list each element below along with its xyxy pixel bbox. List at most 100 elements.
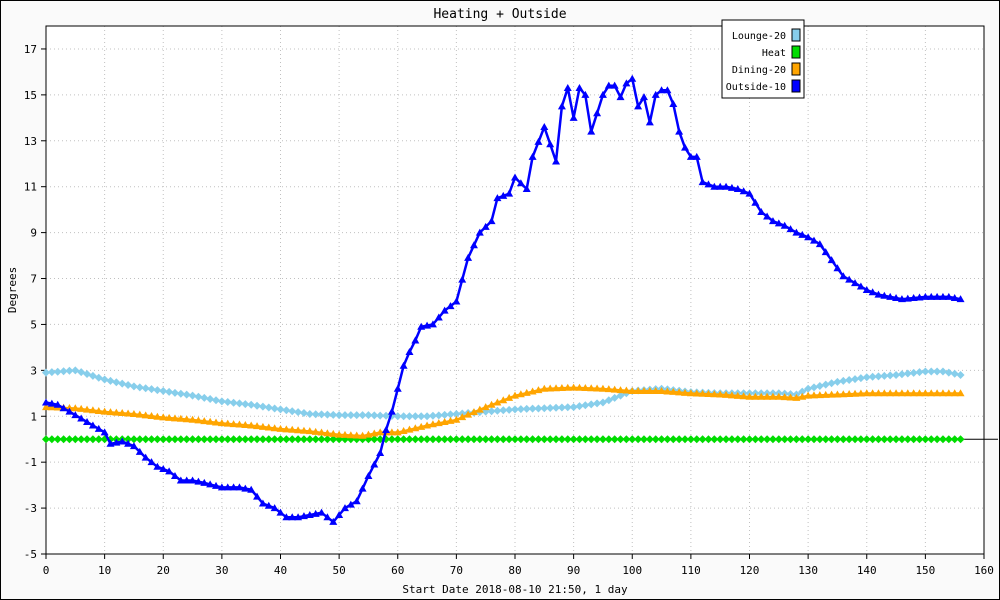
data-point xyxy=(845,435,854,444)
data-point xyxy=(575,402,584,411)
data-point xyxy=(188,476,197,484)
data-point xyxy=(423,435,432,444)
data-point xyxy=(634,387,643,395)
data-point xyxy=(100,407,109,415)
data-point xyxy=(880,371,889,380)
data-point xyxy=(522,184,531,192)
data-point xyxy=(534,404,543,413)
data-point xyxy=(886,371,895,380)
data-point xyxy=(804,435,813,444)
data-point xyxy=(329,435,338,444)
data-point xyxy=(129,435,138,444)
data-point xyxy=(42,368,50,377)
data-point xyxy=(915,389,924,397)
data-point xyxy=(235,483,244,491)
y-tick-label: -3 xyxy=(24,502,37,515)
data-point xyxy=(739,392,748,400)
data-point xyxy=(165,467,174,475)
data-point xyxy=(645,118,654,126)
legend-label: Outside-10 xyxy=(726,82,786,93)
data-point xyxy=(598,90,607,98)
data-point xyxy=(886,389,895,397)
data-point xyxy=(411,336,420,344)
data-point xyxy=(610,385,619,393)
data-point xyxy=(94,406,103,414)
data-point xyxy=(71,404,80,412)
data-point xyxy=(763,392,772,400)
data-point xyxy=(557,102,566,110)
data-point xyxy=(593,384,602,392)
data-point xyxy=(329,517,338,525)
data-point xyxy=(71,435,80,444)
data-point xyxy=(757,207,766,215)
data-point xyxy=(622,386,631,394)
data-point xyxy=(417,412,426,421)
data-point xyxy=(909,294,918,302)
data-point xyxy=(311,427,320,435)
data-point xyxy=(317,410,326,419)
data-point xyxy=(382,426,391,434)
x-tick-label: 120 xyxy=(740,564,760,577)
data-point xyxy=(575,83,584,91)
data-point xyxy=(481,435,490,444)
data-point xyxy=(370,411,379,420)
data-point xyxy=(716,390,725,398)
data-point xyxy=(411,435,420,444)
data-point xyxy=(440,410,449,419)
data-point xyxy=(352,497,361,505)
data-point xyxy=(610,435,619,444)
data-point xyxy=(868,389,877,397)
x-tick-label: 50 xyxy=(333,564,346,577)
data-point xyxy=(153,435,162,444)
data-point xyxy=(698,389,707,397)
y-tick-label: 15 xyxy=(24,89,37,102)
data-point xyxy=(892,370,901,379)
data-point xyxy=(53,400,62,408)
data-point xyxy=(763,435,772,444)
data-point xyxy=(821,390,830,398)
data-point xyxy=(827,390,836,398)
data-point xyxy=(282,425,291,433)
data-point xyxy=(581,435,590,444)
data-point xyxy=(481,222,490,230)
data-point xyxy=(83,418,92,425)
data-point xyxy=(200,478,209,486)
data-point xyxy=(106,376,115,385)
data-point xyxy=(903,435,912,444)
data-point xyxy=(405,435,414,444)
data-point xyxy=(956,370,965,379)
data-point xyxy=(493,398,502,406)
data-point xyxy=(288,425,297,433)
data-point xyxy=(862,373,871,382)
series-heat xyxy=(42,435,965,444)
data-point xyxy=(804,384,813,393)
data-point xyxy=(511,405,519,414)
data-point xyxy=(921,367,930,376)
data-point xyxy=(639,93,648,101)
data-point xyxy=(423,421,432,429)
y-tick-label: -1 xyxy=(24,456,37,469)
data-point xyxy=(94,373,103,382)
data-point xyxy=(88,371,97,380)
y-tick-label: 1 xyxy=(30,410,37,423)
data-point xyxy=(71,411,80,419)
data-point xyxy=(317,428,326,436)
data-point xyxy=(464,253,473,261)
data-point xyxy=(944,389,953,397)
data-point xyxy=(475,228,484,236)
data-point xyxy=(247,400,256,409)
data-point xyxy=(821,435,830,444)
data-point xyxy=(159,413,168,421)
data-point xyxy=(598,384,607,392)
data-point xyxy=(528,387,537,395)
data-point xyxy=(65,366,74,375)
data-point xyxy=(452,435,461,444)
data-point xyxy=(909,389,918,397)
data-point xyxy=(563,83,572,91)
x-tick-label: 150 xyxy=(915,564,935,577)
data-point xyxy=(587,400,596,409)
y-tick-label: 11 xyxy=(24,181,37,194)
data-point xyxy=(809,383,818,392)
data-point xyxy=(757,435,766,444)
